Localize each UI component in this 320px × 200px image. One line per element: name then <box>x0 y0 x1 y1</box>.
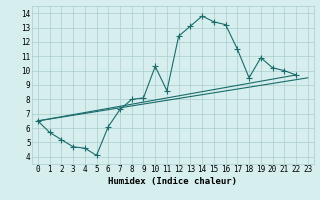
X-axis label: Humidex (Indice chaleur): Humidex (Indice chaleur) <box>108 177 237 186</box>
